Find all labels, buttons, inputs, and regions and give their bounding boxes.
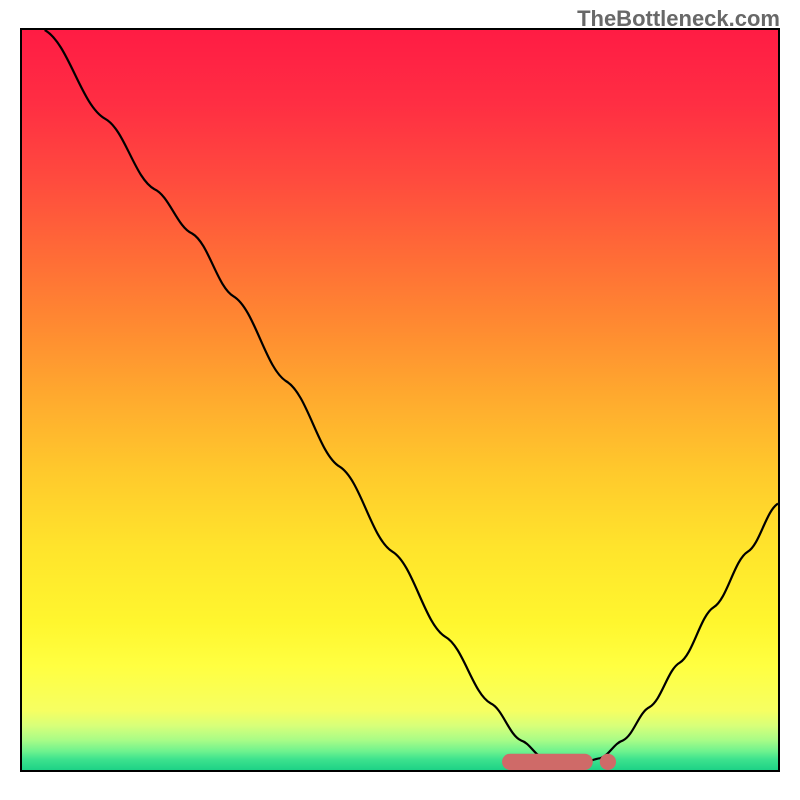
bottleneck-line-chart bbox=[22, 30, 778, 770]
chart-area bbox=[20, 28, 780, 788]
gradient-background bbox=[22, 30, 778, 770]
